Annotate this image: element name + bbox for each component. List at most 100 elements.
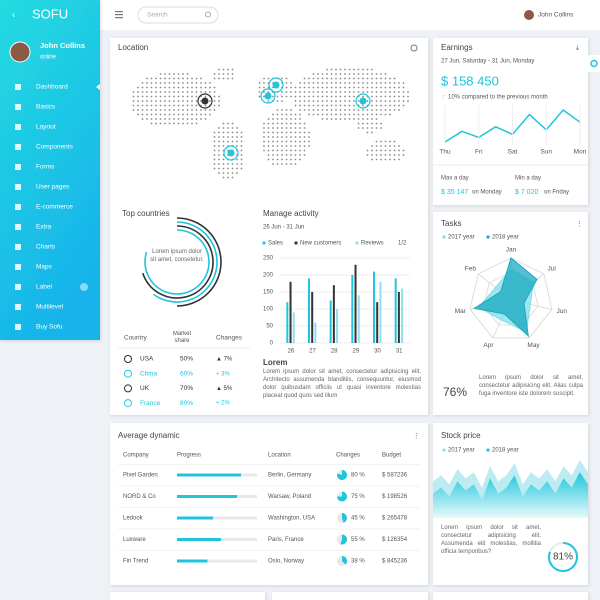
map-dot <box>375 154 378 156</box>
menu-item[interactable]: Forms <box>36 164 55 171</box>
map-dot <box>168 77 171 80</box>
legend-label[interactable]: 2017 year <box>448 448 475 454</box>
map-dot <box>263 127 265 129</box>
legend-label[interactable]: 2017 year <box>448 235 475 241</box>
map-dot <box>303 122 306 125</box>
map-marker[interactable] <box>268 77 284 93</box>
collapse-icon[interactable]: ‹ <box>12 9 15 19</box>
map-dot <box>353 104 355 107</box>
map-dot <box>389 154 391 156</box>
map-dot <box>191 82 193 84</box>
map-dot <box>195 113 198 116</box>
menu-item[interactable]: Buy Sofu <box>36 324 63 331</box>
map-dot <box>213 91 216 93</box>
map-dot <box>317 91 319 93</box>
map-dot <box>308 100 310 102</box>
map-dot <box>317 113 319 116</box>
map-dot <box>384 145 387 147</box>
map-dot <box>330 82 333 84</box>
menu-icon <box>15 164 21 170</box>
map-dot <box>281 91 283 93</box>
map-marker[interactable] <box>197 93 213 109</box>
menu-item[interactable]: Dashboard <box>36 84 68 91</box>
more-icon[interactable]: ⋮ <box>576 221 583 228</box>
map-dot <box>218 149 220 152</box>
donut-arc <box>176 217 222 307</box>
map-marker-dot <box>359 97 367 105</box>
map-dot <box>308 109 310 111</box>
x-tick-label: 30 <box>374 349 381 355</box>
pie-slice <box>342 513 348 523</box>
row-radio[interactable] <box>124 355 132 363</box>
settings-tab[interactable] <box>588 55 600 72</box>
map-dot <box>182 113 184 116</box>
refresh-icon[interactable] <box>410 44 418 52</box>
map-dot <box>330 118 333 120</box>
map-dot <box>155 104 157 107</box>
map-dot <box>213 149 216 152</box>
map-dot <box>335 104 337 107</box>
pie-slice <box>337 491 347 502</box>
legend-label[interactable]: 2018 year <box>492 235 519 241</box>
radar-label: Apr <box>483 342 494 349</box>
x-tick-label: 29 <box>352 349 359 355</box>
map-dot <box>398 104 400 107</box>
map-dot <box>227 176 229 179</box>
map-marker[interactable] <box>260 88 276 104</box>
map-dot <box>168 109 171 111</box>
map-marker[interactable] <box>223 145 239 161</box>
map-dot <box>290 154 292 156</box>
legend-pager[interactable]: 1/2 <box>398 241 407 247</box>
map-dot <box>299 149 301 152</box>
menu-item[interactable]: Maps <box>36 264 53 271</box>
bar <box>329 300 332 343</box>
download-icon[interactable]: ⤓ <box>576 45 579 52</box>
card-title: Tasks <box>441 219 461 228</box>
map-dot <box>267 145 270 147</box>
map-dot <box>222 77 225 80</box>
map-dot <box>348 73 351 75</box>
menu-item[interactable]: Multilevel <box>36 304 64 311</box>
map-dot <box>204 109 207 111</box>
menu-item[interactable]: Basics <box>36 104 56 111</box>
row-radio[interactable] <box>124 399 132 408</box>
menu-item[interactable]: User pages <box>36 184 70 191</box>
menu-item[interactable]: Components <box>36 144 74 151</box>
map-dot <box>240 163 243 165</box>
map-dot <box>299 158 301 161</box>
map-dot <box>339 113 342 116</box>
map-dot <box>294 127 297 129</box>
map-dot <box>335 77 337 80</box>
map-dot <box>389 104 391 107</box>
menu-item[interactable]: Label <box>36 284 52 291</box>
row-radio[interactable] <box>124 369 132 378</box>
menu-item[interactable]: Charts <box>36 244 56 251</box>
menu-item[interactable]: Layout <box>36 124 56 131</box>
country: UK <box>140 385 150 392</box>
avatar[interactable] <box>524 10 534 20</box>
row-radio[interactable] <box>124 384 132 393</box>
menu-toggle[interactable] <box>115 11 123 19</box>
map-dot <box>308 95 310 98</box>
menu-item[interactable]: Extra <box>36 224 52 231</box>
map-dot <box>236 172 238 174</box>
map-dot <box>357 77 360 80</box>
more-icon[interactable]: ⋮ <box>413 433 420 440</box>
map-dot <box>312 109 315 111</box>
legend-label[interactable]: 2018 year <box>492 448 519 454</box>
map-dot <box>177 73 180 75</box>
map-dot <box>366 86 369 89</box>
map-dot <box>384 91 387 93</box>
share: 50% <box>180 356 193 363</box>
company: Luxware <box>123 537 146 543</box>
legend-label[interactable]: Reviews <box>361 241 384 247</box>
column-header: Changes <box>216 335 243 342</box>
map-dot <box>150 118 153 120</box>
legend-label[interactable]: Sales <box>268 241 283 247</box>
legend-label[interactable]: New customers <box>300 241 341 247</box>
map-dot <box>321 113 324 116</box>
map-marker[interactable] <box>355 93 371 109</box>
search-box[interactable] <box>137 6 219 24</box>
topbar-user[interactable]: John Collins <box>538 12 574 19</box>
menu-item[interactable]: E-commerce <box>36 204 73 211</box>
